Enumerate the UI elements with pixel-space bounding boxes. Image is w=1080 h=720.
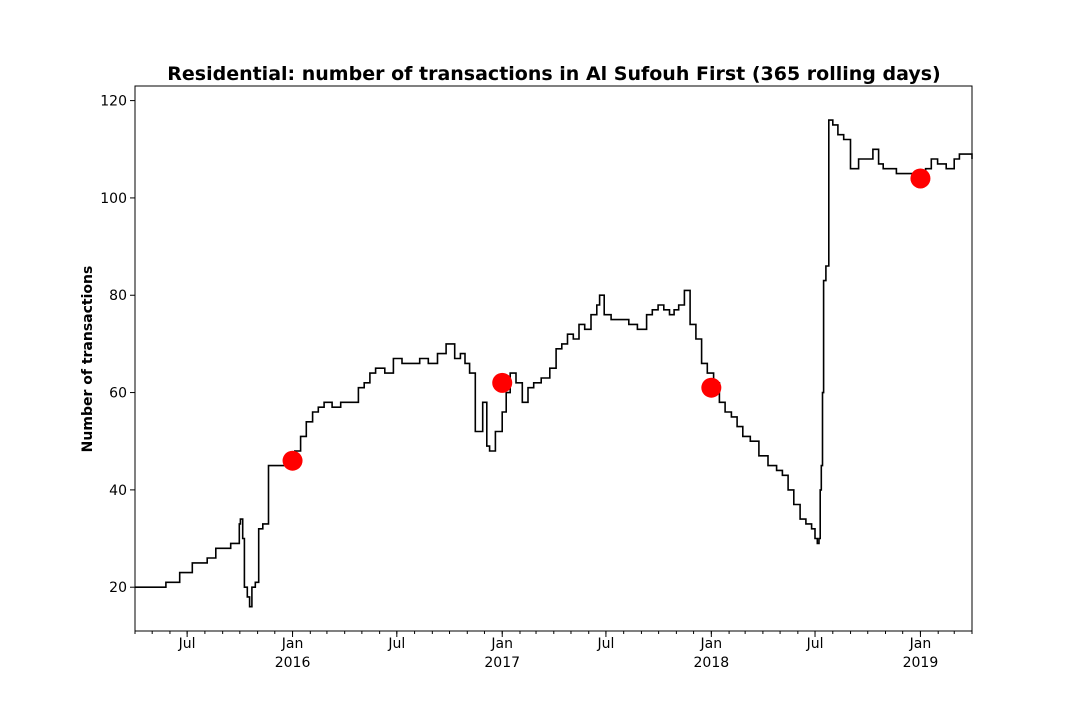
x-tick-label-3: Jan: [490, 636, 513, 652]
y-axis-label: Number of transactions: [80, 266, 96, 453]
y-tick-label-80: 80: [109, 288, 127, 304]
y-tick-label-40: 40: [109, 483, 127, 499]
y-tick-label-60: 60: [109, 386, 127, 402]
marker-point-3: [910, 168, 931, 189]
x-tick-label-0: Jul: [178, 636, 196, 652]
marker-point-2: [701, 377, 722, 398]
series-line-0: [135, 119, 973, 608]
marker-point-0: [282, 450, 303, 471]
plot-area: 20 40 60 80 100 120 Jul Jan 2016 Jul Jan 2017 Jul Jan…: [100, 85, 973, 671]
x-tick-label-6: Jul: [806, 636, 824, 652]
x-tick-label-2: Jul: [387, 636, 405, 652]
chart-title: Residential: number of transactions in A…: [167, 63, 940, 85]
x-tick-year-7: 2019: [903, 655, 939, 671]
x-tick-label-1: Jan: [281, 636, 304, 652]
y-tick-label-100: 100: [100, 191, 127, 207]
y-tick-label-120: 120: [100, 94, 127, 110]
axes-frame: [134, 85, 973, 632]
x-tick-label-4: Jul: [596, 636, 614, 652]
marker-point-1: [492, 372, 513, 393]
x-tick-year-3: 2017: [484, 655, 520, 671]
y-tick-label-20: 20: [109, 580, 127, 596]
x-tick-label-5: Jan: [700, 636, 723, 652]
x-tick-year-1: 2016: [275, 655, 311, 671]
x-tick-year-5: 2018: [694, 655, 730, 671]
x-tick-label-7: Jan: [909, 636, 932, 652]
